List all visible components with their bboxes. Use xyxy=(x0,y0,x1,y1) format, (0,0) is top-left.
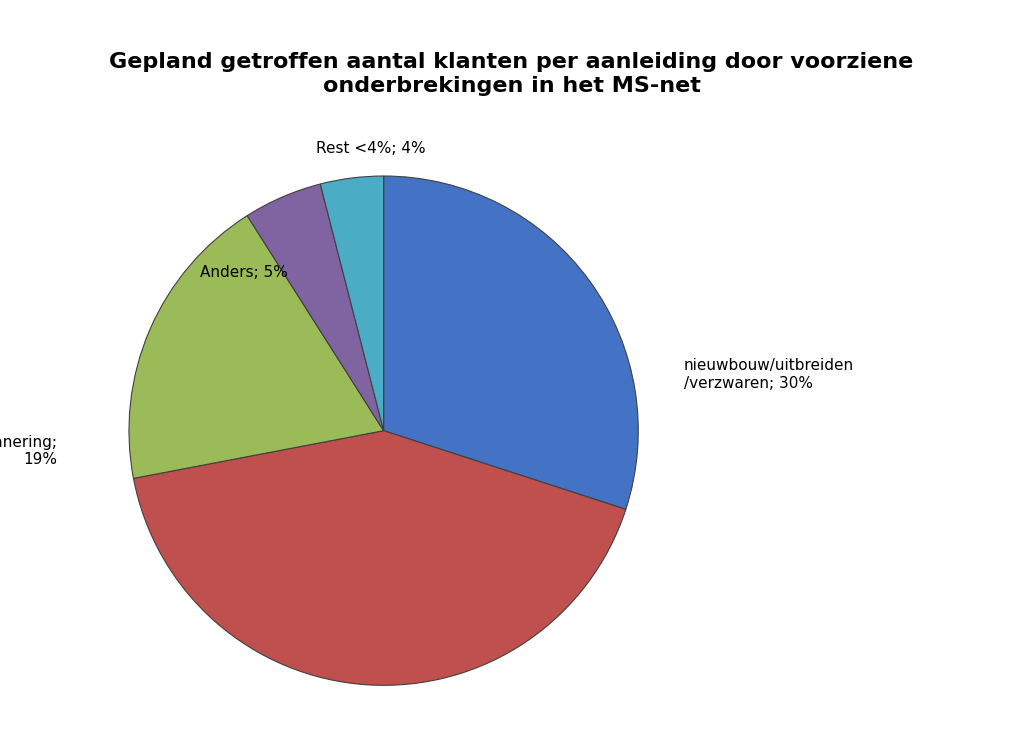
Wedge shape xyxy=(320,176,384,431)
Text: Rest <4%; 4%: Rest <4%; 4% xyxy=(316,141,426,156)
Text: Gepland getroffen aantal klanten per aanleiding door voorziene
onderbrekingen in: Gepland getroffen aantal klanten per aan… xyxy=(109,52,914,96)
Text: Anders; 5%: Anders; 5% xyxy=(201,265,288,280)
Text: vervanging/sanering;
19%: vervanging/sanering; 19% xyxy=(0,435,57,467)
Wedge shape xyxy=(133,431,626,685)
Text: nieuwbouw/uitbreiden
/verzwaren; 30%: nieuwbouw/uitbreiden /verzwaren; 30% xyxy=(684,359,854,391)
Wedge shape xyxy=(129,216,384,479)
Wedge shape xyxy=(384,176,638,509)
Wedge shape xyxy=(248,184,384,431)
